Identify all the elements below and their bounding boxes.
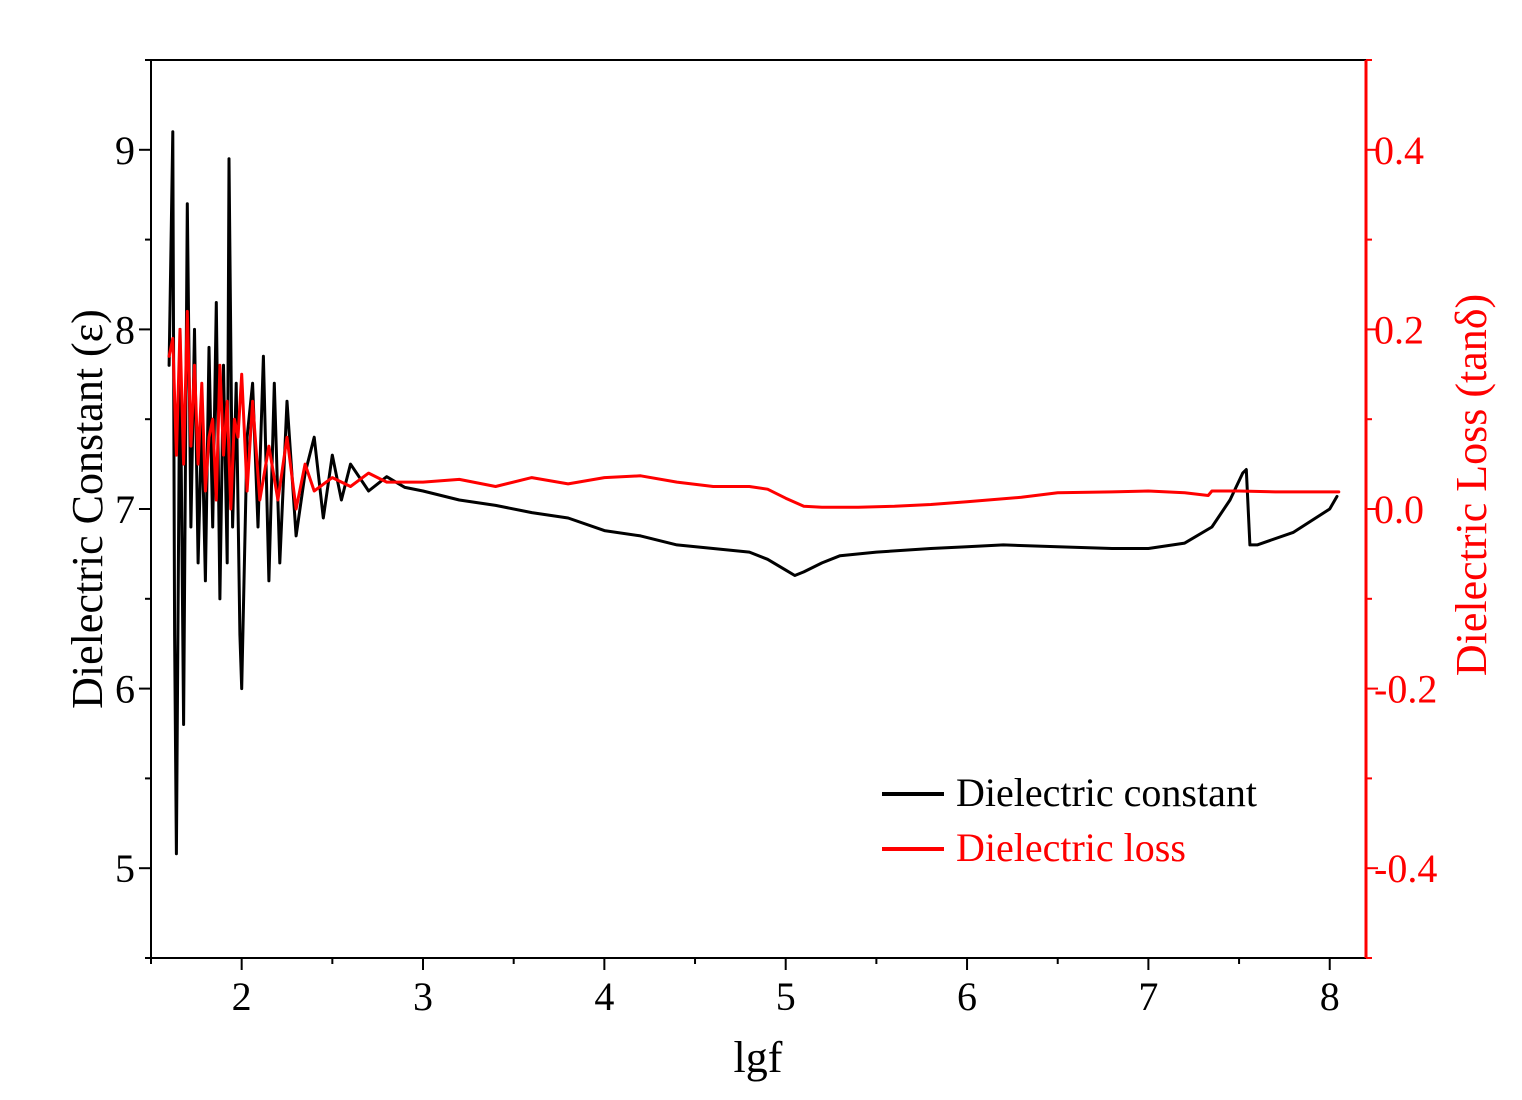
series-line-dielectric-loss — [167, 309, 1341, 511]
y-right-tick-label: -0.2 — [1374, 667, 1437, 712]
legend-label-dielectric-loss: Dielectric loss — [956, 825, 1186, 870]
x-tick-label: 2 — [232, 974, 252, 1019]
series-line-dielectric-constant — [167, 130, 1339, 856]
y-left-tick-label: 6 — [115, 667, 135, 712]
x-axis-ticks: 2 3 4 5 6 7 8 — [150, 958, 1340, 1019]
y-left-tick-label: 9 — [115, 128, 135, 173]
y-left-tick-label: 5 — [115, 846, 135, 891]
legend: Dielectric constant Dielectric loss — [882, 770, 1257, 870]
legend-label-dielectric-constant: Dielectric constant — [956, 770, 1257, 815]
x-tick-label: 4 — [594, 974, 614, 1019]
y-right-tick-label: 0.4 — [1374, 128, 1424, 173]
x-tick-label: 6 — [957, 974, 977, 1019]
x-tick-label: 8 — [1320, 974, 1340, 1019]
y-right-tick-label: -0.4 — [1374, 846, 1437, 891]
x-axis-title: lgf — [734, 1033, 783, 1082]
left-y-axis-title: Dielectric Constant (ε) — [63, 309, 112, 709]
y-left-tick-label: 7 — [115, 487, 135, 532]
plot-frame — [150, 59, 1367, 959]
right-y-axis-ticks: 0.4 0.2 0.0 -0.2 -0.4 — [1366, 59, 1437, 959]
y-right-tick-label: 0.0 — [1374, 487, 1424, 532]
x-tick-label: 5 — [776, 974, 796, 1019]
x-tick-label: 7 — [1138, 974, 1158, 1019]
left-y-axis-ticks: 5 6 7 8 9 — [115, 59, 151, 959]
series-layer — [167, 130, 1341, 856]
x-tick-label: 3 — [413, 974, 433, 1019]
right-y-axis-title: Dielectric Loss (tanδ) — [1447, 294, 1496, 676]
y-right-tick-label: 0.2 — [1374, 307, 1424, 352]
y-left-tick-label: 8 — [115, 307, 135, 352]
